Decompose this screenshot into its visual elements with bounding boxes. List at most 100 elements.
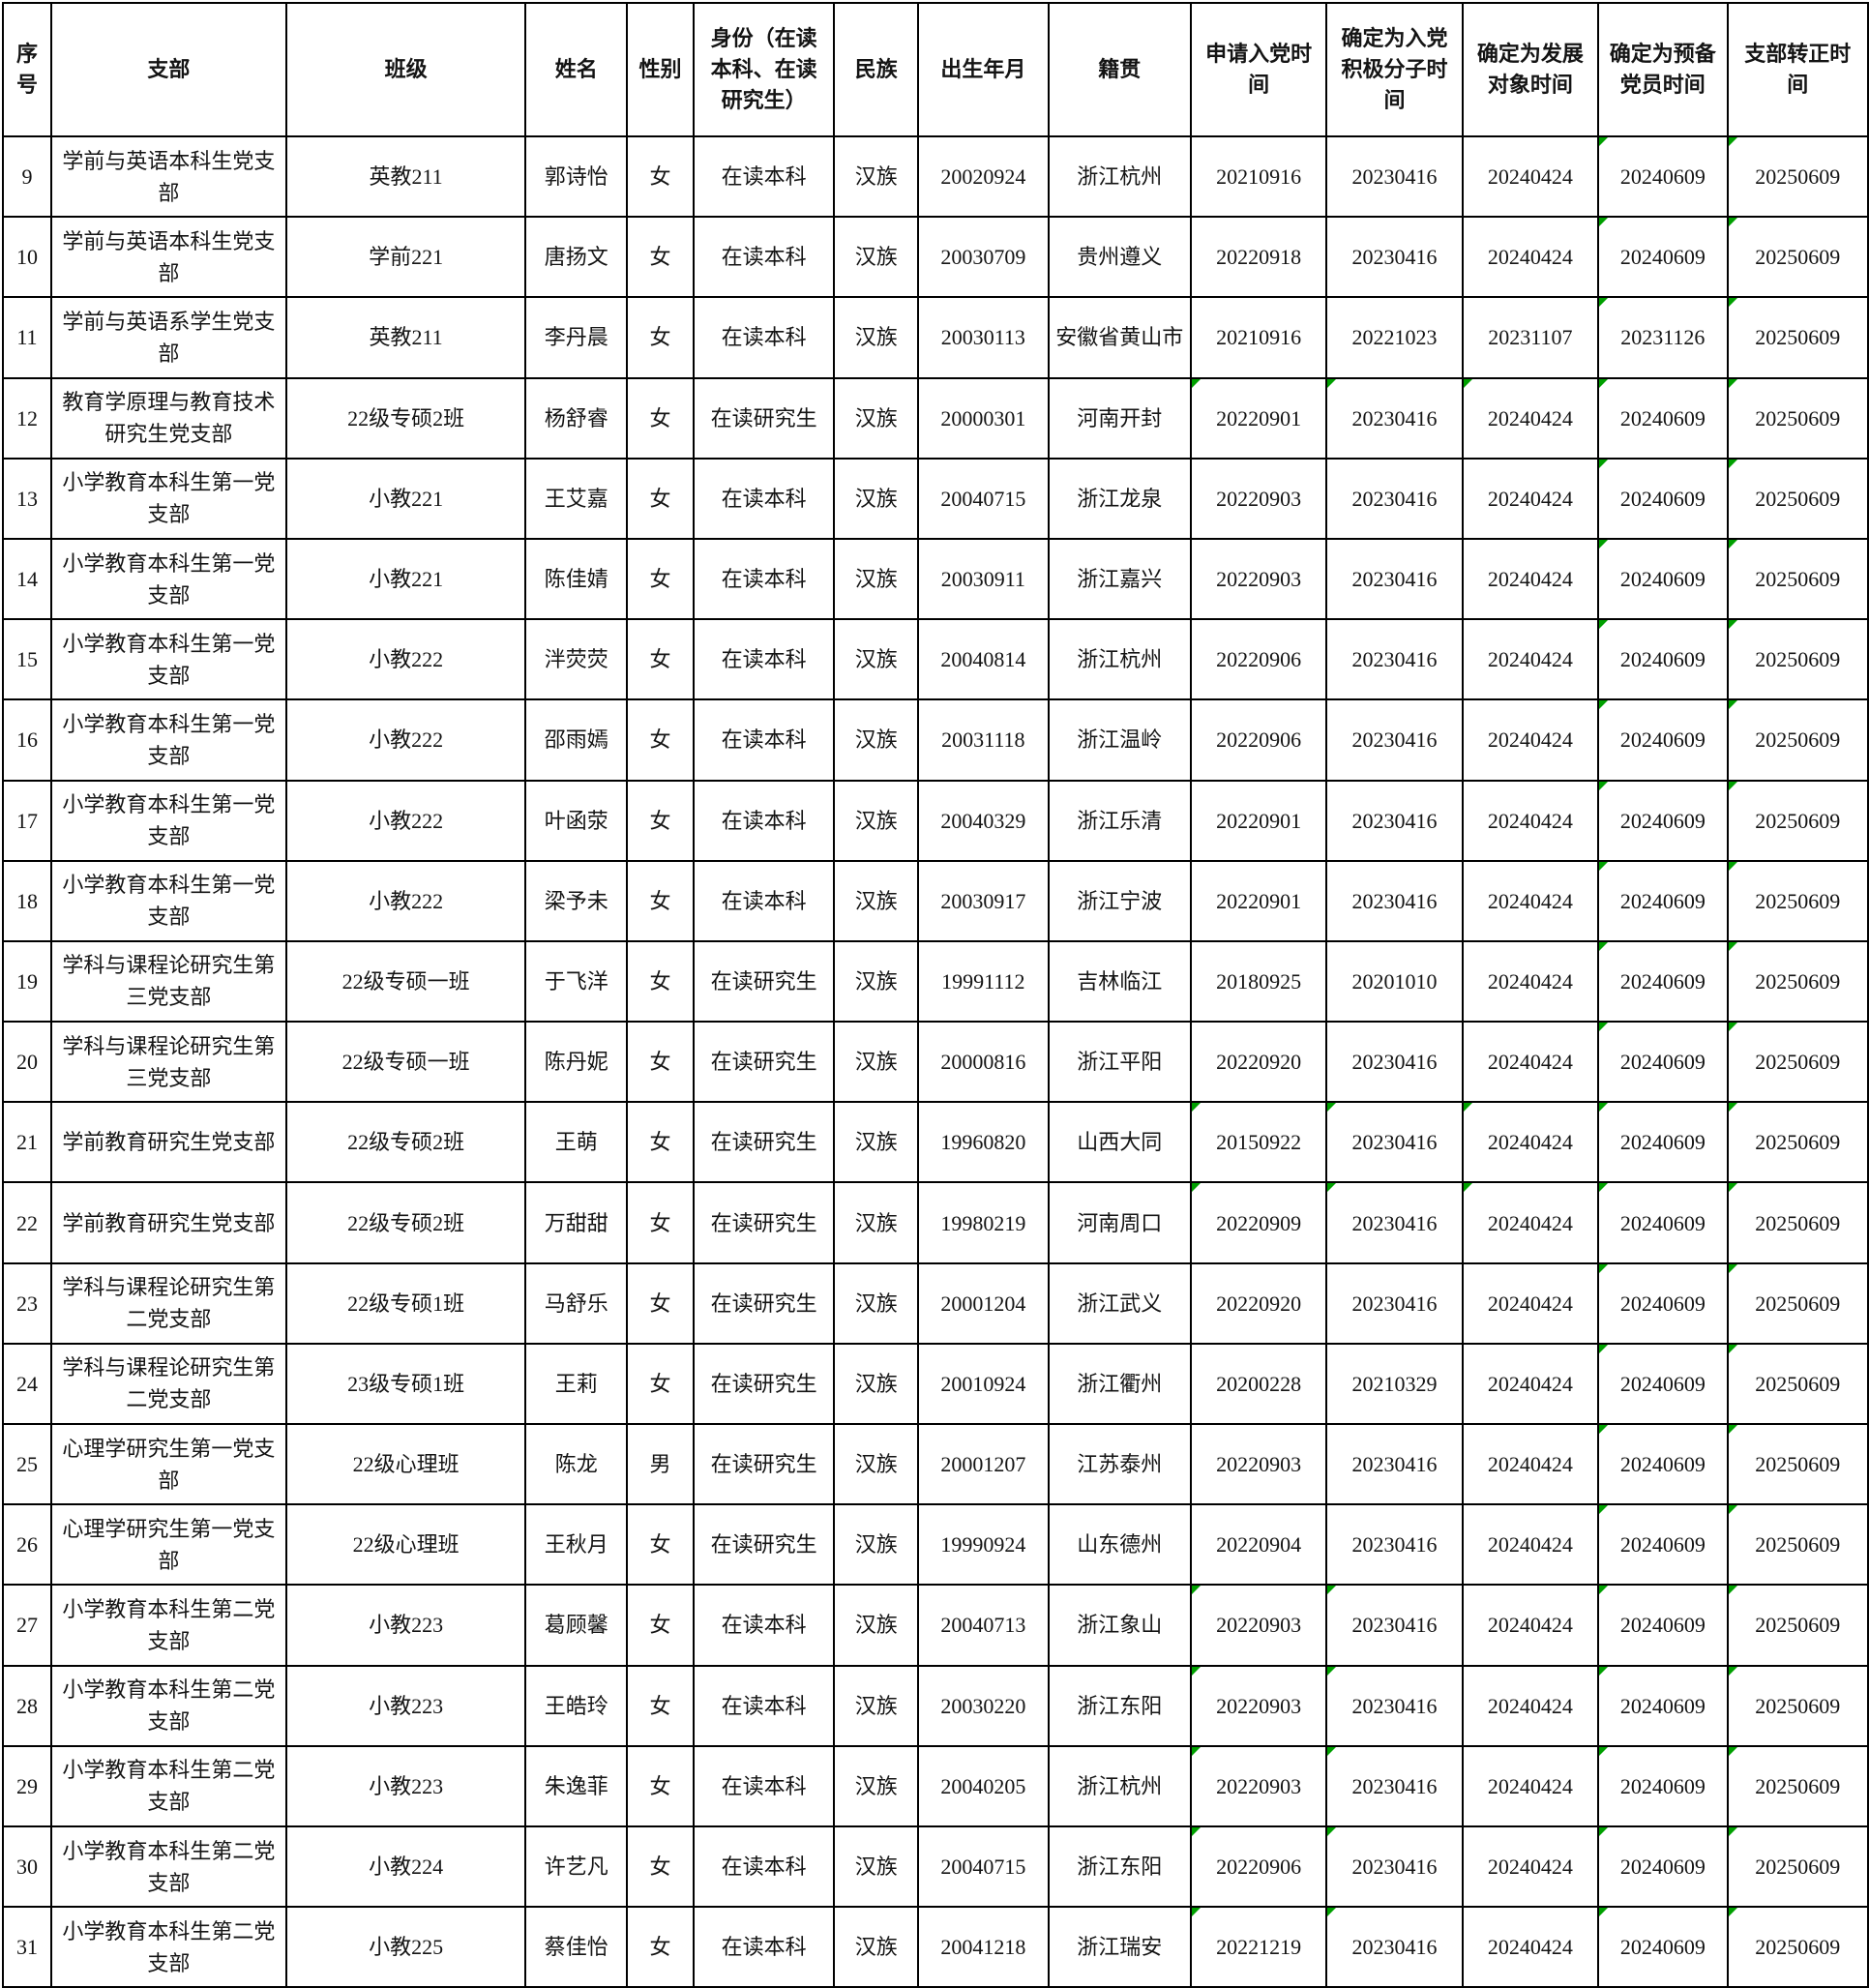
cell-branch[interactable]: 小学教育本科生第二党支部	[49, 1825, 287, 1909]
cell-activist-date[interactable]: 20210329	[1325, 1342, 1464, 1426]
column-header-name[interactable]: 姓名	[524, 2, 629, 137]
cell-gender[interactable]: 女	[626, 859, 695, 942]
cell-name[interactable]: 王秋月	[524, 1503, 629, 1587]
cell-identity[interactable]: 在读研究生	[692, 939, 836, 1024]
cell-ethnicity[interactable]: 汉族	[833, 779, 920, 862]
cell-full-member-date[interactable]: 20250609	[1726, 537, 1869, 621]
cell-candidate-date[interactable]: 20240424	[1461, 1101, 1600, 1184]
cell-name[interactable]: 王艾嘉	[524, 457, 629, 540]
cell-activist-date[interactable]: 20230416	[1325, 376, 1464, 460]
cell-branch[interactable]: 小学教育本科生第二党支部	[49, 1584, 287, 1667]
cell-name[interactable]: 梁予未	[524, 859, 629, 942]
cell-activist-date[interactable]: 20230416	[1325, 779, 1464, 862]
cell-class[interactable]: 小教223	[284, 1584, 527, 1667]
cell-probation-date[interactable]: 20240609	[1597, 537, 1729, 621]
cell-birth-date[interactable]: 19991112	[917, 939, 1050, 1024]
cell-full-member-date[interactable]: 20250609	[1726, 1584, 1869, 1667]
cell-probation-date[interactable]: 20240609	[1597, 134, 1729, 219]
cell-branch[interactable]: 小学教育本科生第一党支部	[49, 859, 287, 942]
cell-activist-date[interactable]: 20230416	[1325, 1584, 1464, 1667]
cell-branch[interactable]: 小学教育本科生第一党支部	[49, 457, 287, 540]
cell-branch[interactable]: 学科与课程论研究生第二党支部	[49, 1261, 287, 1345]
cell-apply-date[interactable]: 20220920	[1189, 1261, 1328, 1345]
cell-probation-date[interactable]: 20240609	[1597, 216, 1729, 299]
cell-branch[interactable]: 学前与英语系学生党支部	[49, 296, 287, 379]
cell-ethnicity[interactable]: 汉族	[833, 537, 920, 621]
cell-name[interactable]: 李丹晨	[524, 296, 629, 379]
cell-identity[interactable]: 在读本科	[692, 296, 836, 379]
cell-ethnicity[interactable]: 汉族	[833, 457, 920, 540]
cell-birth-date[interactable]: 20031118	[917, 698, 1050, 782]
cell-birth-date[interactable]: 20030709	[917, 216, 1050, 299]
cell-identity[interactable]: 在读本科	[692, 1906, 836, 1988]
cell-branch[interactable]: 心理学研究生第一党支部	[49, 1422, 287, 1506]
column-header-gender[interactable]: 性别	[626, 2, 695, 137]
cell-candidate-date[interactable]: 20240424	[1461, 1825, 1600, 1909]
cell-branch[interactable]: 小学教育本科生第二党支部	[49, 1664, 287, 1747]
cell-birth-date[interactable]: 20030917	[917, 859, 1050, 942]
cell-ethnicity[interactable]: 汉族	[833, 939, 920, 1024]
cell-class[interactable]: 英教211	[284, 134, 527, 219]
cell-class[interactable]: 学前221	[284, 216, 527, 299]
cell-candidate-date[interactable]: 20240424	[1461, 1342, 1600, 1426]
cell-candidate-date[interactable]: 20240424	[1461, 1181, 1600, 1264]
cell-gender[interactable]: 女	[626, 1181, 695, 1264]
cell-name[interactable]: 叶函荥	[524, 779, 629, 862]
cell-name[interactable]: 唐扬文	[524, 216, 629, 299]
cell-apply-date[interactable]: 20220904	[1189, 1503, 1328, 1587]
cell-birth-date[interactable]: 20040814	[917, 618, 1050, 701]
cell-ethnicity[interactable]: 汉族	[833, 1101, 920, 1184]
cell-ethnicity[interactable]: 汉族	[833, 1584, 920, 1667]
cell-activist-date[interactable]: 20230416	[1325, 537, 1464, 621]
column-header-apply-date[interactable]: 申请入党时间	[1189, 2, 1328, 137]
cell-hometown[interactable]: 安徽省黄山市	[1047, 296, 1192, 379]
cell-full-member-date[interactable]: 20250609	[1726, 618, 1869, 701]
cell-apply-date[interactable]: 20220918	[1189, 216, 1328, 299]
cell-hometown[interactable]: 浙江乐清	[1047, 779, 1192, 862]
cell-name[interactable]: 朱逸菲	[524, 1744, 629, 1827]
cell-branch[interactable]: 小学教育本科生第一党支部	[49, 618, 287, 701]
cell-class[interactable]: 22级专硕一班	[284, 939, 527, 1024]
cell-name[interactable]: 马舒乐	[524, 1261, 629, 1345]
cell-name[interactable]: 泮荧荧	[524, 618, 629, 701]
cell-index[interactable]: 19	[2, 939, 52, 1024]
cell-index[interactable]: 21	[2, 1101, 52, 1184]
cell-hometown[interactable]: 吉林临江	[1047, 939, 1192, 1024]
cell-branch[interactable]: 小学教育本科生第一党支部	[49, 779, 287, 862]
cell-class[interactable]: 小教223	[284, 1664, 527, 1747]
cell-ethnicity[interactable]: 汉族	[833, 216, 920, 299]
cell-birth-date[interactable]: 19990924	[917, 1503, 1050, 1587]
cell-branch[interactable]: 学前教育研究生党支部	[49, 1181, 287, 1264]
cell-name[interactable]: 王皓玲	[524, 1664, 629, 1747]
cell-name[interactable]: 于飞洋	[524, 939, 629, 1024]
cell-gender[interactable]: 女	[626, 457, 695, 540]
cell-activist-date[interactable]: 20230416	[1325, 457, 1464, 540]
cell-activist-date[interactable]: 20230416	[1325, 134, 1464, 219]
cell-branch[interactable]: 教育学原理与教育技术研究生党支部	[49, 376, 287, 460]
cell-full-member-date[interactable]: 20250609	[1726, 1906, 1869, 1988]
cell-index[interactable]: 28	[2, 1664, 52, 1747]
cell-apply-date[interactable]: 20220901	[1189, 779, 1328, 862]
cell-apply-date[interactable]: 20210916	[1189, 296, 1328, 379]
cell-activist-date[interactable]: 20230416	[1325, 1181, 1464, 1264]
cell-probation-date[interactable]: 20240609	[1597, 698, 1729, 782]
cell-index[interactable]: 26	[2, 1503, 52, 1587]
cell-birth-date[interactable]: 20000301	[917, 376, 1050, 460]
cell-birth-date[interactable]: 20020924	[917, 134, 1050, 219]
cell-candidate-date[interactable]: 20240424	[1461, 939, 1600, 1024]
cell-class[interactable]: 英教211	[284, 296, 527, 379]
cell-gender[interactable]: 女	[626, 296, 695, 379]
cell-index[interactable]: 31	[2, 1906, 52, 1988]
cell-branch[interactable]: 学科与课程论研究生第二党支部	[49, 1342, 287, 1426]
cell-full-member-date[interactable]: 20250609	[1726, 134, 1869, 219]
cell-gender[interactable]: 女	[626, 376, 695, 460]
cell-index[interactable]: 20	[2, 1021, 52, 1104]
cell-birth-date[interactable]: 20001204	[917, 1261, 1050, 1345]
cell-activist-date[interactable]: 20230416	[1325, 1744, 1464, 1827]
column-header-hometown[interactable]: 籍贯	[1047, 2, 1192, 137]
cell-hometown[interactable]: 浙江平阳	[1047, 1021, 1192, 1104]
cell-identity[interactable]: 在读研究生	[692, 1503, 836, 1587]
cell-activist-date[interactable]: 20230416	[1325, 1503, 1464, 1587]
cell-hometown[interactable]: 浙江衢州	[1047, 1342, 1192, 1426]
cell-birth-date[interactable]: 20001207	[917, 1422, 1050, 1506]
